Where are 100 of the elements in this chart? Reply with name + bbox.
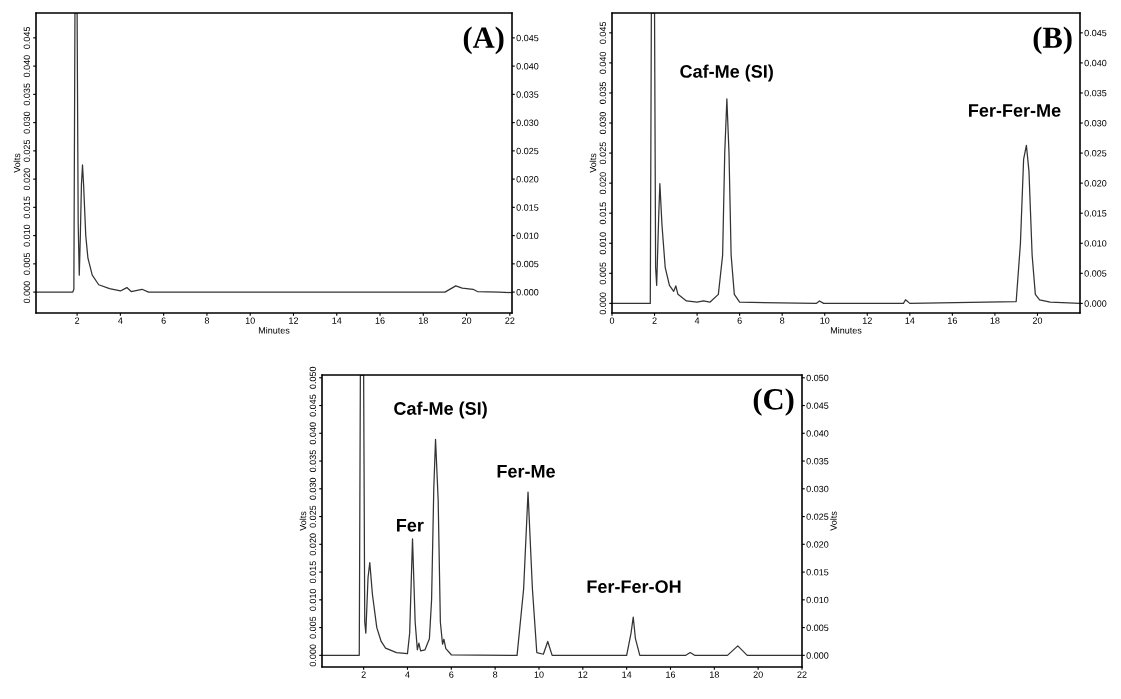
y2-tick-label: 0.000: [1084, 300, 1107, 307]
x-tick-label: 18: [990, 317, 1000, 324]
y-tick-label: 0.020: [309, 533, 317, 556]
y2-tick-label: 0.025: [516, 147, 539, 155]
x-tick-label: 18: [710, 671, 719, 678]
y-axis-title: Volts: [299, 511, 307, 531]
y-tick-label: 0.045: [599, 21, 607, 44]
y2-tick-label: 0.010: [806, 596, 829, 604]
y2-tick-label: 0.000: [806, 652, 829, 659]
x-tick-label: 8: [493, 671, 498, 678]
x-tick-label: 6: [161, 317, 166, 324]
y2-tick-label: 0.005: [1084, 270, 1107, 277]
y2-tick-label: 0.025: [806, 513, 829, 520]
y-tick-label: 0.015: [309, 561, 317, 584]
y2-tick-label: 0.035: [1084, 89, 1107, 97]
y-tick-label: 0.020: [23, 168, 31, 191]
x-tick-label: 16: [666, 671, 676, 678]
y-tick-label: 0.020: [599, 172, 607, 195]
x-tick-label: 16: [375, 317, 385, 324]
y-tick-label: 0.025: [23, 139, 31, 162]
x-tick-label: 10: [245, 317, 255, 324]
y-tick-label: 0.010: [599, 232, 607, 255]
x-tick-label: 10: [820, 317, 830, 324]
y2-tick-label: 0.050: [806, 374, 829, 382]
y-tick-label: 0.045: [309, 394, 317, 417]
x-tick-label: 20: [1032, 317, 1043, 324]
y-tick-label: 0.025: [309, 505, 317, 528]
y-tick-label: 0.035: [599, 82, 607, 104]
x-tick-label: 10: [534, 671, 544, 678]
y2-axis-title: Volts: [830, 511, 837, 531]
y2-tick-label: 0.020: [1084, 180, 1107, 187]
annotation: (A): [463, 26, 504, 55]
y2-tick-label: 0.035: [516, 91, 539, 98]
y2-tick-label: 0.020: [516, 176, 539, 183]
y-tick-label: 0.015: [23, 196, 31, 219]
x-tick-label: 12: [289, 317, 299, 324]
annotation: Fer: [397, 519, 424, 532]
x-tick-label: 2: [361, 671, 366, 678]
y-tick-label: 0.035: [23, 83, 31, 106]
x-tick-label: 16: [948, 317, 957, 324]
annotation: (C): [753, 388, 794, 416]
y2-tick-label: 0.015: [806, 569, 829, 576]
y-tick-label: 0.000: [599, 292, 607, 315]
annotation: Fer-Fer-OH: [587, 580, 681, 594]
y2-tick-label: 0.015: [1084, 210, 1107, 217]
annotation: Caf-Me (SI): [680, 64, 773, 82]
y2-tick-label: 0.005: [516, 260, 539, 268]
x-tick-label: 6: [449, 671, 454, 678]
y-tick-label: 0.030: [309, 477, 317, 500]
x-tick-label: 6: [737, 317, 742, 324]
y2-tick-label: 0.045: [1084, 29, 1107, 37]
y-tick-label: 0.050: [309, 366, 317, 389]
y2-tick-label: 0.030: [516, 119, 539, 126]
y2-tick-label: 0.045: [806, 402, 829, 409]
x-tick-label: 12: [578, 671, 588, 678]
x-tick-label: 8: [780, 317, 785, 324]
y-axis-title: Volts: [13, 153, 21, 173]
y-tick-label: 0.040: [309, 422, 317, 445]
y2-tick-label: 0.040: [806, 430, 829, 437]
y2-tick-label: 0.020: [806, 541, 829, 548]
y-tick-label: 0.030: [23, 111, 31, 134]
y-tick-label: 0.035: [309, 450, 317, 472]
x-tick-label: 14: [905, 317, 915, 324]
y-tick-label: 0.045: [23, 26, 31, 49]
y2-tick-label: 0.010: [516, 232, 539, 239]
y2-tick-label: 0.040: [1084, 59, 1107, 67]
x-tick-label: 18: [418, 317, 428, 324]
y2-tick-label: 0.040: [516, 63, 539, 70]
x-tick-label: 22: [797, 671, 807, 678]
y-tick-label: 0.010: [309, 588, 317, 611]
x-tick-label: 2: [652, 317, 657, 324]
annotation: Caf-Me (SI): [394, 401, 487, 419]
y2-tick-label: 0.025: [1084, 150, 1107, 157]
y-tick-label: 0.015: [599, 202, 607, 225]
y2-tick-label: 0.000: [516, 289, 539, 296]
x-tick-label: 4: [118, 317, 123, 324]
y-tick-label: 0.005: [23, 252, 31, 275]
x-tick-label: 4: [405, 671, 410, 678]
x-tick-label: 14: [332, 317, 342, 324]
y2-tick-label: 0.010: [1084, 240, 1107, 247]
y2-tick-label: 0.035: [806, 458, 829, 465]
y-tick-label: 0.000: [23, 281, 31, 304]
y-tick-label: 0.010: [23, 224, 31, 247]
y2-tick-label: 0.005: [806, 624, 829, 631]
x-tick-label: 0: [609, 317, 615, 324]
x-tick-label: 12: [862, 317, 872, 324]
x-tick-label: 14: [622, 671, 632, 678]
y-tick-label: 0.040: [23, 55, 31, 78]
x-tick-label: 8: [204, 317, 210, 324]
x-tick-label: 20: [753, 671, 763, 678]
x-axis-title: Minutes: [830, 326, 862, 334]
y-tick-label: 0.030: [599, 112, 607, 134]
x-tick-label: 4: [694, 317, 700, 324]
y-tick-label: 0.005: [309, 616, 317, 639]
y2-tick-label: 0.030: [806, 485, 829, 493]
annotation: Fer-Fer-Me: [969, 104, 1061, 117]
x-tick-label: 20: [462, 317, 472, 324]
annotation: (B): [1033, 26, 1072, 55]
x-axis-title: Minutes: [258, 326, 290, 334]
y-tick-label: 0.025: [599, 142, 607, 165]
